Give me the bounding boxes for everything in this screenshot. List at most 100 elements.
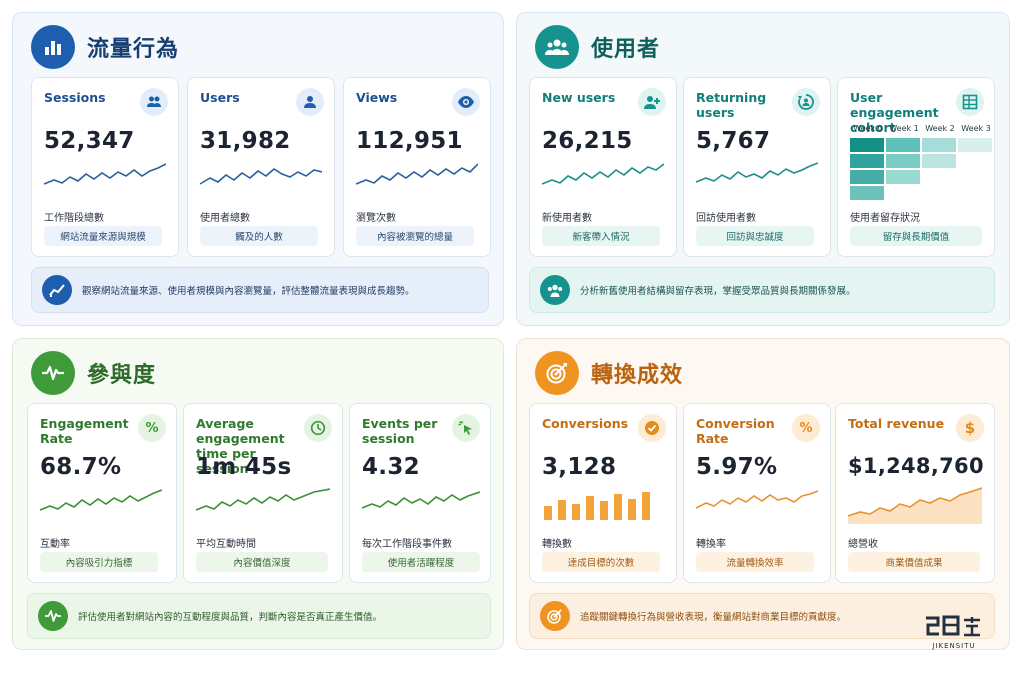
percent-icon: % — [792, 414, 820, 442]
engagement-panel: 參與度 Engagement Rate % 68.7% 互動率 內容吸引力指標 … — [12, 338, 504, 650]
pulse-icon — [38, 601, 68, 631]
conversions-card[interactable]: Conversions 3,128 轉換數 達成目標的次數 — [529, 403, 677, 583]
card-subtitle: 轉換率 — [696, 539, 726, 550]
users-panel: 使用者 New users 26,215 新使用者數 新客帶入情況 Return… — [516, 12, 1010, 326]
cohort-card[interactable]: User engagement cohort Week 0 Week 1 Wee… — [837, 77, 995, 257]
engagement-header: 參與度 — [31, 351, 156, 395]
clock-icon — [304, 414, 332, 442]
cohort-cell — [850, 170, 884, 184]
card-tag: 商業價值成果 — [848, 552, 980, 572]
bar-chart-icon — [31, 25, 75, 69]
check-circle-icon — [638, 414, 666, 442]
card-tag: 留存與長期價值 — [850, 226, 982, 246]
engagement-rate-card[interactable]: Engagement Rate % 68.7% 互動率 內容吸引力指標 — [27, 403, 177, 583]
card-subtitle: 使用者留存狀況 — [850, 213, 920, 224]
target-icon — [540, 601, 570, 631]
card-tag: 內容價值深度 — [196, 552, 328, 572]
people-icon — [140, 88, 168, 116]
card-label: New users — [542, 90, 616, 105]
card-value: 112,951 — [356, 128, 463, 154]
card-value: 26,215 — [542, 128, 633, 154]
pulse-icon — [31, 351, 75, 395]
sparkline — [696, 490, 818, 509]
card-value: 3,128 — [542, 454, 617, 480]
card-subtitle: 互動率 — [40, 539, 70, 550]
events-per-session-card[interactable]: Events per session 4.32 每次工作階段事件數 使用者活躍程… — [349, 403, 491, 583]
card-subtitle: 總營收 — [848, 539, 878, 550]
card-label: Total revenue — [848, 416, 945, 431]
card-value: 5,767 — [696, 128, 771, 154]
card-label: Views — [356, 90, 398, 105]
sessions-card[interactable]: Sessions 52,347 工作階段總數 網站流量來源與規模 — [31, 77, 179, 257]
card-value: 5.97% — [696, 454, 778, 480]
card-value: 31,982 — [200, 128, 291, 154]
engagement-note: 評估使用者對網站內容的互動程度與品質，判斷內容是否真正產生價值。 — [27, 593, 491, 639]
cohort-week-label: Week 1 — [889, 124, 919, 133]
new-users-card[interactable]: New users 26,215 新使用者數 新客帶入情況 — [529, 77, 677, 257]
card-tag: 使用者活躍程度 — [362, 552, 480, 572]
card-tag: 回訪與忠誠度 — [696, 226, 814, 246]
card-label: Conversion Rate — [696, 416, 775, 446]
cohort-week-label: Week 3 — [961, 124, 991, 133]
sparkline — [200, 168, 322, 185]
card-subtitle: 回訪使用者數 — [696, 213, 756, 224]
brand-logo: JIKENSITU — [922, 614, 986, 654]
card-tag: 流量轉換效率 — [696, 552, 814, 572]
card-value: 1m 45s — [196, 454, 292, 480]
views-card[interactable]: Views 112,951 瀏覽次數 內容被瀏覽的總量 — [343, 77, 491, 257]
logo-text: JIKENSITU — [932, 642, 976, 650]
card-tag: 新客帶入情況 — [542, 226, 660, 246]
grid-table-icon — [956, 88, 984, 116]
sparkline — [356, 163, 478, 185]
cohort-cell — [850, 138, 884, 152]
cohort-week-label: Week 2 — [925, 124, 955, 133]
conversion-rate-card[interactable]: Conversion Rate % 5.97% 轉換率 流量轉換效率 — [683, 403, 831, 583]
card-subtitle: 新使用者數 — [542, 213, 592, 224]
card-value: 68.7% — [40, 454, 122, 480]
trend-chart-icon — [42, 275, 72, 305]
traffic-title: 流量行為 — [87, 37, 180, 62]
cohort-cell — [886, 154, 920, 168]
traffic-panel: 流量行為 Sessions 52,347 工作階段總數 網站流量來源與規模 Us… — [12, 12, 504, 326]
users-card[interactable]: Users 31,982 使用者總數 觸及的人數 — [187, 77, 335, 257]
person-icon — [296, 88, 324, 116]
note-text: 評估使用者對網站內容的互動程度與品質，判斷內容是否真正產生價值。 — [78, 612, 383, 623]
sparkline — [40, 489, 162, 511]
cohort-cell — [850, 154, 884, 168]
group-icon — [535, 25, 579, 69]
area-sparkline — [848, 487, 982, 524]
cohort-cell — [922, 154, 956, 168]
returning-users-card[interactable]: Returning users 5,767 回訪使用者數 回訪與忠誠度 — [683, 77, 831, 257]
sparkline — [362, 491, 480, 509]
users-note: 分析新舊使用者結構與留存表現，掌握受眾品質與長期關係發展。 — [529, 267, 995, 313]
avg-engagement-time-card[interactable]: Average engagement time per session 1m 4… — [183, 403, 343, 583]
conversion-header: 轉換成效 — [535, 351, 683, 395]
return-user-icon — [792, 88, 820, 116]
conversion-note: 追蹤關鍵轉換行為與營收表現，衡量網站對商業目標的貢獻度。 — [529, 593, 995, 639]
bar-sparkline — [544, 492, 650, 520]
card-label: Returning users — [696, 90, 767, 120]
card-label: Events per session — [362, 416, 438, 446]
card-label: Average engagement time per session — [196, 416, 285, 476]
sparkline — [696, 162, 818, 183]
eye-icon — [452, 88, 480, 116]
sparkline — [542, 163, 664, 185]
dollar-icon: $ — [956, 414, 984, 442]
card-label: User engagement cohort — [850, 90, 939, 135]
cohort-cell — [886, 138, 920, 152]
card-value: 4.32 — [362, 454, 420, 480]
note-text: 觀察網站流量來源、使用者規模與內容瀏覽量，評估整體流量表現與成長趨勢。 — [82, 286, 415, 297]
card-value: $1,248,760 — [848, 454, 984, 478]
cohort-cell — [886, 170, 920, 184]
conversion-panel: 轉換成效 Conversions 3,128 轉換數 達成目標的次數 Conve… — [516, 338, 1010, 650]
users-title: 使用者 — [591, 37, 661, 62]
traffic-note: 觀察網站流量來源、使用者規模與內容瀏覽量，評估整體流量表現與成長趨勢。 — [31, 267, 489, 313]
card-subtitle: 每次工作階段事件數 — [362, 539, 452, 550]
card-value: 52,347 — [44, 128, 135, 154]
card-label: Sessions — [44, 90, 106, 105]
total-revenue-card[interactable]: Total revenue $ $1,248,760 總營收 商業價值成果 — [835, 403, 995, 583]
percent-icon: % — [138, 414, 166, 442]
cohort-week-label: Week 0 — [853, 124, 883, 133]
logo-mark — [926, 615, 980, 637]
target-icon — [535, 351, 579, 395]
